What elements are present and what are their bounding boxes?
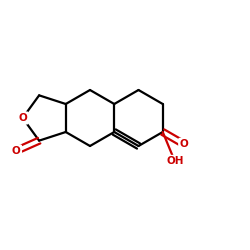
Text: O: O — [12, 146, 20, 156]
Text: OH: OH — [166, 156, 184, 166]
Text: O: O — [180, 139, 188, 149]
Text: O: O — [18, 113, 27, 123]
